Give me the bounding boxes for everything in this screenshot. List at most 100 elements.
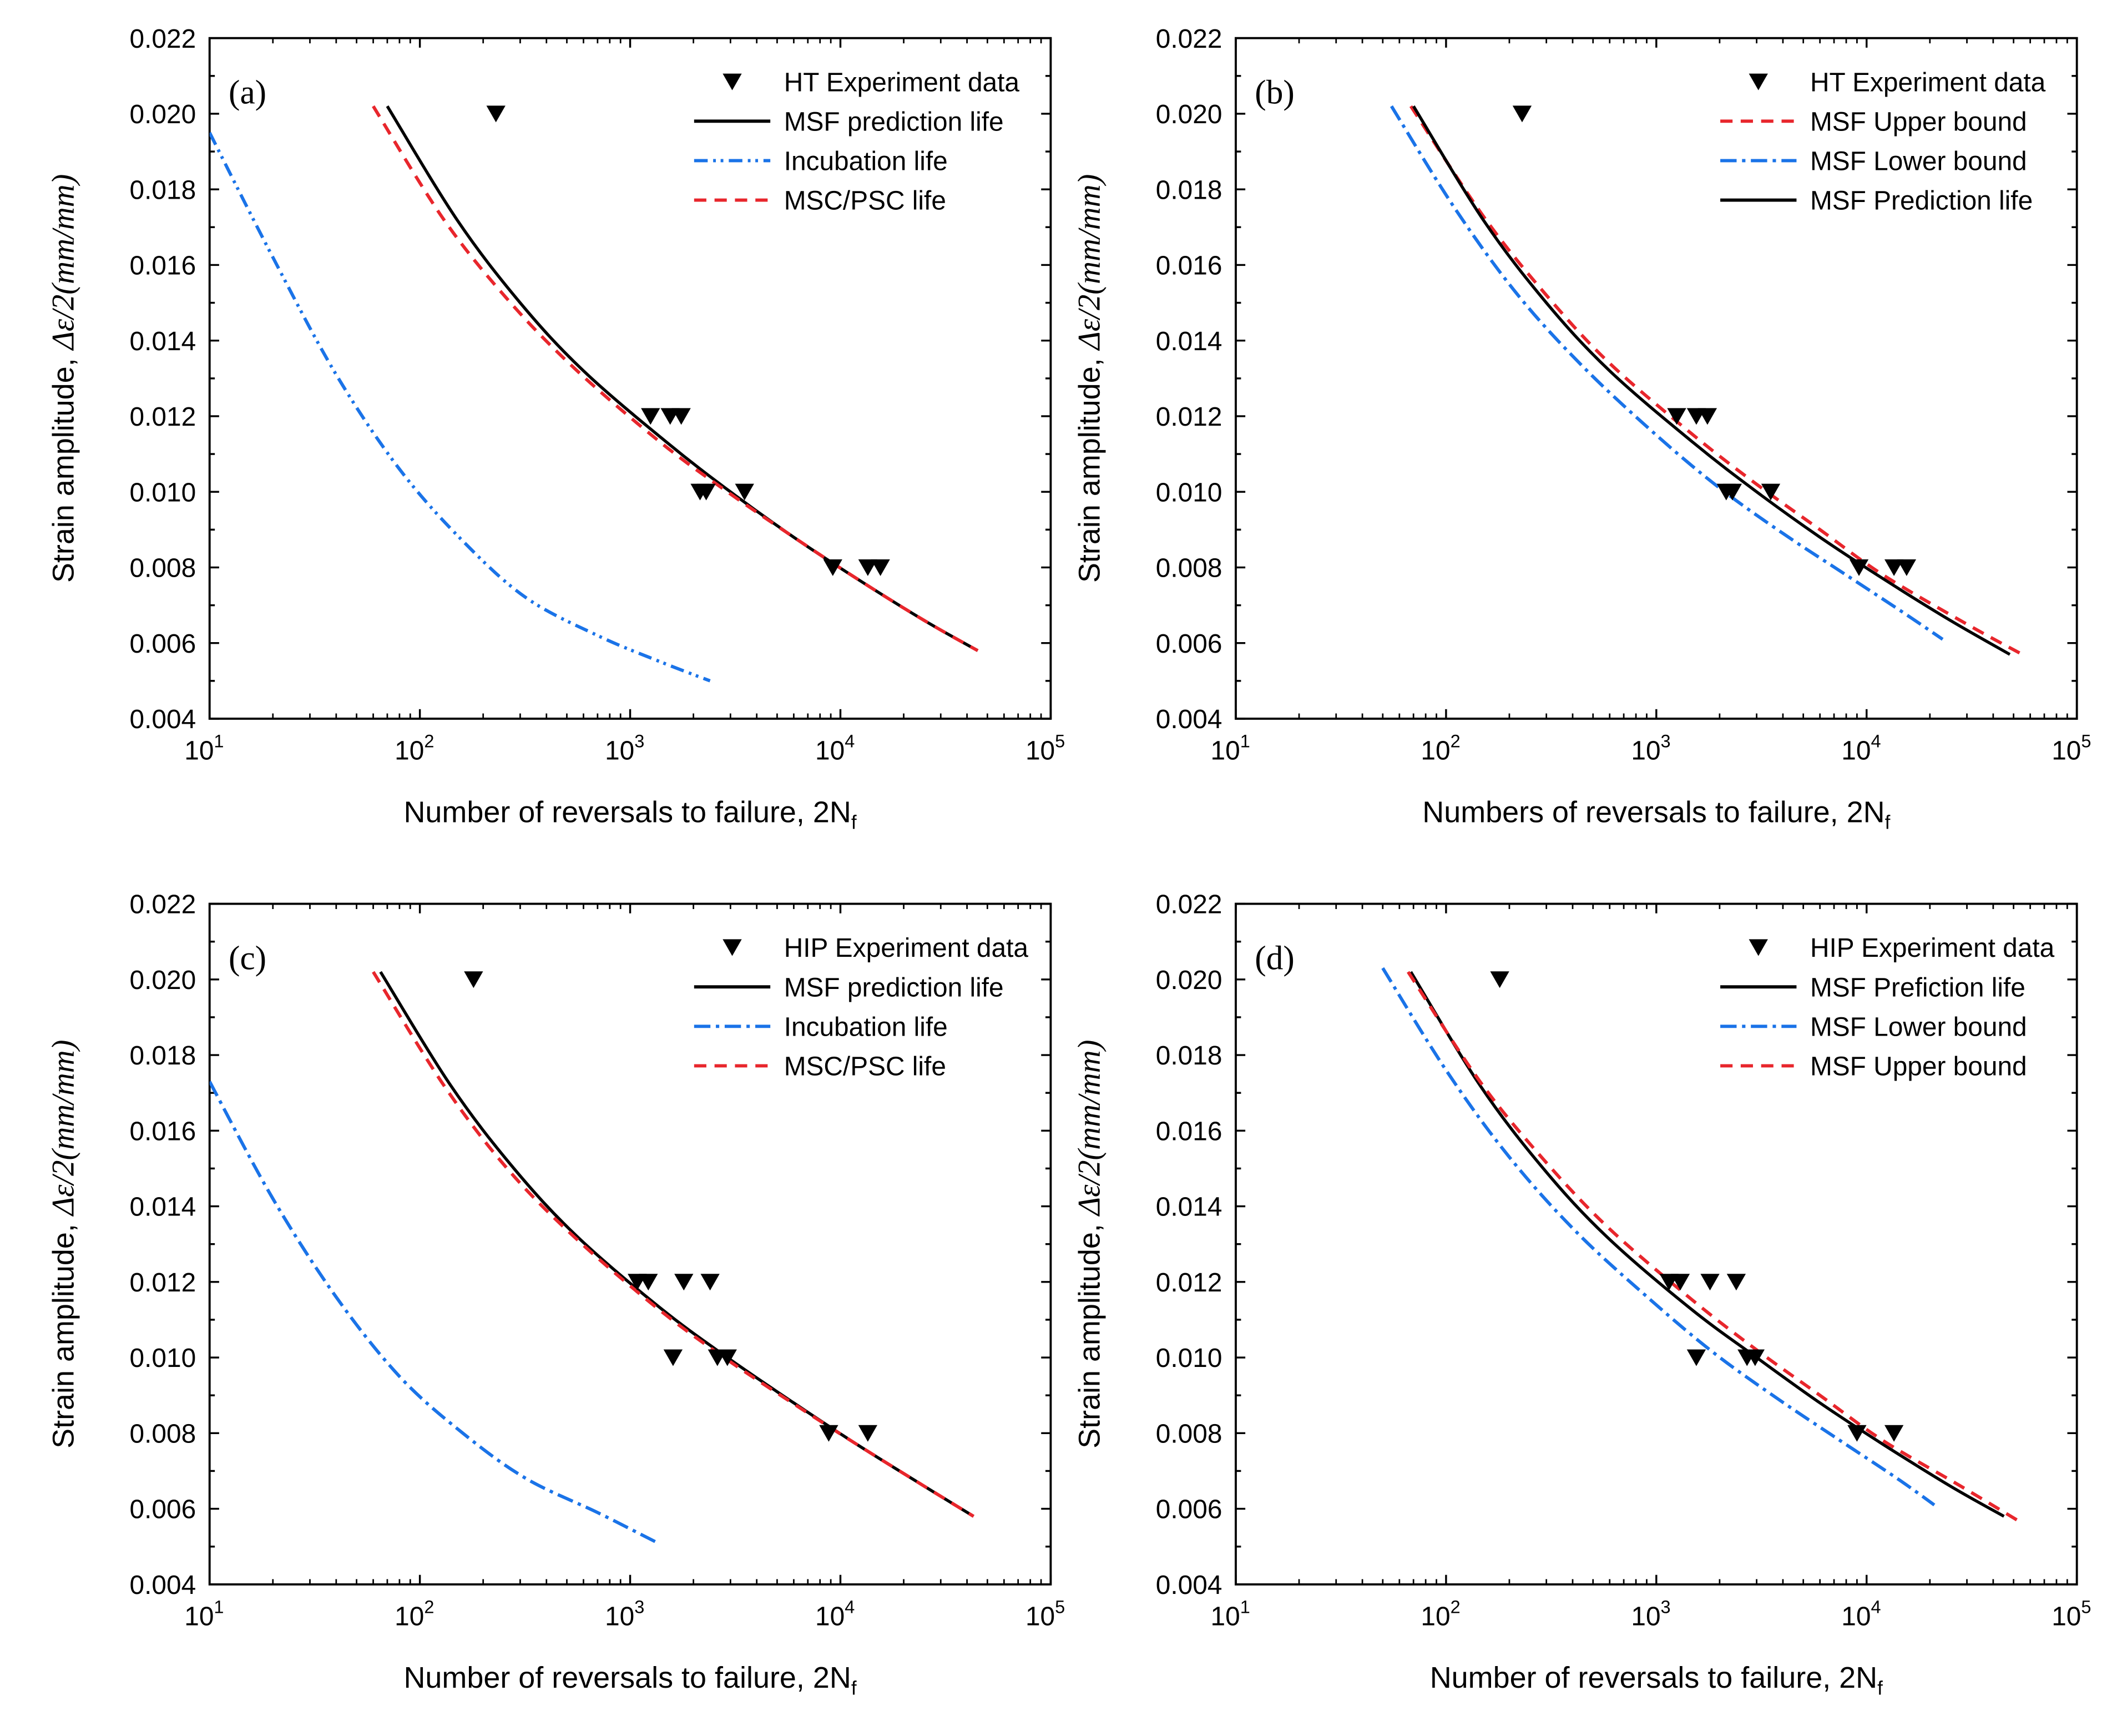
x-tick-base: 10 bbox=[605, 1602, 634, 1631]
x-tick-base: 10 bbox=[1211, 1602, 1240, 1631]
y-axis-label-math: Δε/2(mm/mm) bbox=[46, 1039, 80, 1217]
plot-frame bbox=[208, 37, 1052, 720]
y-axis-label-text: Strain amplitude, bbox=[47, 350, 80, 583]
x-tick-label: 105 bbox=[1025, 731, 1065, 765]
panel-label: (b) bbox=[1255, 73, 1294, 111]
y-tick-label: 0.008 bbox=[1156, 1419, 1222, 1449]
experiment-point bbox=[674, 1274, 694, 1291]
x-tick-label: 101 bbox=[184, 1597, 224, 1631]
plot-frame bbox=[208, 902, 1052, 1586]
y-tick-label: 0.010 bbox=[1156, 1344, 1222, 1373]
series-line-msf-lower-bound bbox=[1390, 105, 1944, 641]
x-tick-base: 10 bbox=[605, 736, 634, 766]
x-tick-base: 10 bbox=[815, 1602, 845, 1631]
experiment-point bbox=[1490, 971, 1509, 988]
y-tick-label: 0.020 bbox=[1156, 100, 1222, 129]
legend-marker bbox=[1749, 939, 1768, 956]
x-axis-label: Number of reversals to failure, 2Nf bbox=[403, 795, 856, 833]
x-axis-label-text: Number of reversals to failure, 2N bbox=[1430, 1661, 1877, 1694]
series-line-msf-lower-bound bbox=[1381, 967, 1936, 1507]
series-line-msf-prediction-life bbox=[379, 971, 974, 1518]
legend-marker bbox=[1749, 73, 1768, 90]
series-line-msf-prefiction-life bbox=[1409, 971, 2005, 1518]
y-axis-label-math: Δε/2(mm/mm) bbox=[1073, 174, 1107, 351]
experiment-point bbox=[464, 971, 483, 988]
x-tick-exponent: 5 bbox=[2081, 731, 2091, 751]
x-tick-base: 10 bbox=[184, 1602, 214, 1631]
y-tick-label: 0.008 bbox=[1156, 554, 1222, 583]
x-axis-label: Number of reversals to failure, 2Nf bbox=[1430, 1661, 1883, 1699]
legend-label: HIP Experiment data bbox=[784, 933, 1029, 963]
y-tick-label: 0.006 bbox=[1156, 629, 1222, 659]
legend-label: MSF prediction life bbox=[784, 107, 1004, 137]
y-tick-label: 0.022 bbox=[1156, 24, 1222, 54]
y-tick-label: 0.010 bbox=[130, 1344, 196, 1373]
series-line-msf-upper-bound bbox=[1407, 971, 2018, 1522]
x-tick-base: 10 bbox=[2052, 736, 2081, 766]
x-axis-label: Number of reversals to failure, 2Nf bbox=[403, 1661, 856, 1699]
legend-label: MSF Prediction life bbox=[1810, 186, 2033, 216]
x-tick-exponent: 3 bbox=[634, 731, 644, 751]
y-axis-label: Strain amplitude, Δε/2(mm/mm) bbox=[1073, 1039, 1107, 1448]
y-tick-label: 0.022 bbox=[130, 890, 196, 920]
x-tick-label: 105 bbox=[1025, 1597, 1065, 1631]
experiment-point bbox=[696, 483, 716, 501]
x-tick-label: 103 bbox=[1631, 1597, 1670, 1631]
legend-label: MSC/PSC life bbox=[784, 186, 946, 216]
x-tick-base: 10 bbox=[1631, 1602, 1660, 1631]
experiment-point bbox=[1670, 1274, 1690, 1291]
experiment-point bbox=[1884, 1425, 1904, 1442]
legend-label: HIP Experiment data bbox=[1810, 933, 2055, 963]
x-tick-base: 10 bbox=[1841, 1602, 1871, 1631]
y-tick-label: 0.016 bbox=[130, 1117, 196, 1146]
x-tick-exponent: 5 bbox=[1055, 731, 1065, 751]
experiment-point bbox=[1700, 1274, 1720, 1291]
plot-frame bbox=[1235, 37, 2078, 720]
x-tick-base: 10 bbox=[1421, 1602, 1450, 1631]
x-tick-exponent: 4 bbox=[1871, 1597, 1881, 1617]
legend: HT Experiment data MSF prediction life Inc… bbox=[694, 68, 1019, 216]
x-tick-base: 10 bbox=[2052, 1602, 2081, 1631]
experiment-point bbox=[1512, 105, 1532, 123]
x-tick-base: 10 bbox=[1421, 736, 1450, 766]
legend-label: MSC/PSC life bbox=[784, 1052, 946, 1082]
y-tick-label: 0.014 bbox=[130, 327, 196, 356]
x-tick-exponent: 3 bbox=[1661, 731, 1671, 751]
y-tick-label: 0.016 bbox=[1156, 251, 1222, 281]
y-tick-label: 0.006 bbox=[130, 629, 196, 659]
y-tick-label: 0.018 bbox=[1156, 175, 1222, 205]
experiment-point bbox=[1847, 1425, 1867, 1442]
y-tick-label: 0.022 bbox=[130, 24, 196, 54]
x-tick-label: 101 bbox=[1211, 1597, 1250, 1631]
y-tick-label: 0.012 bbox=[130, 1268, 196, 1298]
y-axis-label: Strain amplitude, Δε/2(mm/mm) bbox=[46, 174, 80, 583]
experiment-point bbox=[639, 1274, 658, 1291]
chart-panel-a: 0.004 0.006 0.008 0.010 0.012 0.014 0.016 0.018… bbox=[46, 24, 1065, 834]
experiment-point bbox=[1686, 1349, 1706, 1366]
experiment-point bbox=[700, 1274, 720, 1291]
x-axis-label-text: Numbers of reversals to failure, 2N bbox=[1422, 795, 1884, 829]
y-tick-label: 0.014 bbox=[130, 1193, 196, 1222]
x-tick-label: 101 bbox=[1211, 731, 1250, 765]
legend-label: MSF Prefiction life bbox=[1810, 973, 2025, 1002]
y-tick-label: 0.020 bbox=[130, 100, 196, 129]
experiment-point bbox=[486, 105, 506, 123]
legend-label: HT Experiment data bbox=[1810, 68, 2046, 97]
experiment-point bbox=[1726, 1274, 1746, 1291]
x-tick-label: 104 bbox=[1841, 731, 1881, 765]
y-tick-label: 0.008 bbox=[130, 1419, 196, 1449]
x-tick-label: 102 bbox=[1421, 731, 1460, 765]
x-tick-exponent: 5 bbox=[2081, 1597, 2091, 1617]
experiment-point bbox=[1745, 1349, 1765, 1366]
y-tick-label: 0.004 bbox=[130, 1571, 196, 1600]
legend-marker bbox=[723, 73, 742, 90]
y-tick-label: 0.014 bbox=[1156, 327, 1222, 356]
panel-label: (a) bbox=[229, 73, 266, 111]
x-tick-label: 103 bbox=[1631, 731, 1670, 765]
x-tick-base: 10 bbox=[1841, 736, 1871, 766]
x-tick-label: 101 bbox=[184, 731, 224, 765]
legend-label: Incubation life bbox=[784, 147, 948, 176]
y-tick-label: 0.004 bbox=[130, 705, 196, 734]
legend-label: MSF Upper bound bbox=[1810, 107, 2027, 137]
